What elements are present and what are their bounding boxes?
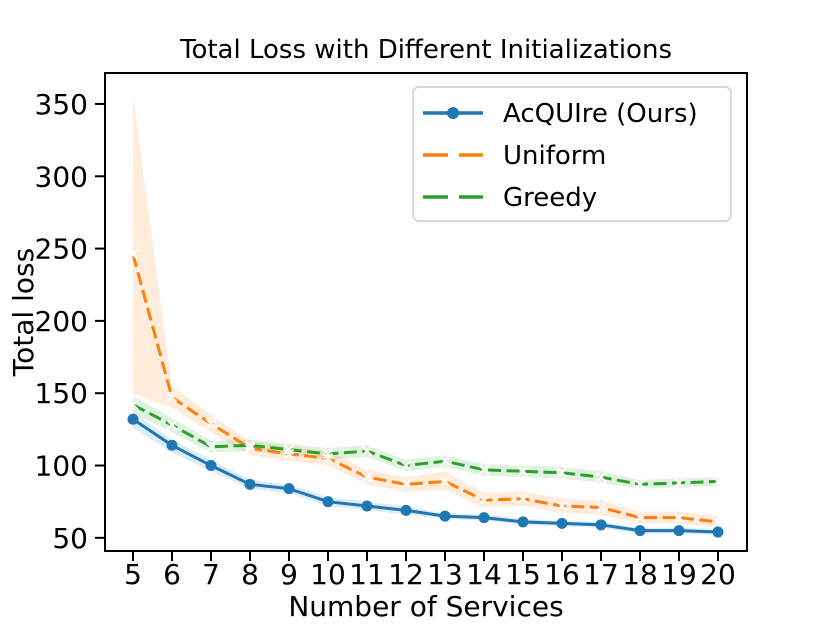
legend: AcQUIre (Ours) Uniform Greedy [412,86,732,222]
y-axis-label: Total loss [7,248,40,377]
legend-entry-greedy: Greedy [423,183,597,213]
point-marker-greedy [166,419,178,431]
point-marker-acquire-ours [634,525,646,537]
series-line-acquire-ours [132,417,719,534]
point-marker-greedy [205,441,217,453]
point-marker-uniform [517,493,529,505]
y-tick-label: 250 [35,233,88,266]
point-marker-acquire-ours [673,525,685,537]
x-tick-label: 7 [202,558,220,591]
series-line-greedy [132,403,719,486]
point-marker-acquire-ours [712,526,724,538]
chart-title: Total Loss with Different Initialization… [179,35,672,65]
legend-box [412,86,732,222]
point-marker-greedy [556,467,568,479]
point-marker-acquire-ours [205,460,217,472]
point-marker-greedy [673,477,685,489]
x-tick-label: 14 [466,558,502,591]
legend-label: AcQUIre (Ours) [503,99,698,129]
point-marker-greedy [634,479,646,490]
point-marker-acquire-ours [400,504,412,516]
point-marker-uniform [400,479,412,490]
x-tick-label: 17 [583,558,619,591]
x-tick-label: 8 [241,558,259,591]
legend-dot-marker [447,107,459,119]
point-marker-acquire-ours [166,439,178,451]
legend-label: Greedy [503,183,597,213]
point-marker-acquire-ours [283,483,295,495]
legend-label: Uniform [503,141,606,171]
point-marker-acquire-ours [595,519,607,531]
point-marker-uniform [166,392,178,403]
series-markers [127,249,724,538]
point-marker-uniform [673,512,685,523]
point-marker-uniform [205,418,217,429]
legend-entry-acquire: AcQUIre (Ours) [423,99,698,129]
point-marker-uniform [595,502,607,513]
y-tick-label: 350 [35,88,88,121]
point-marker-greedy [127,399,139,411]
point-marker-acquire-ours [556,517,568,529]
x-tick-label: 12 [388,558,424,591]
point-marker-uniform [478,494,490,506]
point-marker-uniform [361,471,373,483]
point-marker-uniform [283,448,295,460]
point-marker-uniform [127,249,139,260]
point-marker-acquire-ours [478,512,490,524]
x-tick-label: 15 [505,558,541,591]
y-tick-label: 50 [52,522,88,555]
point-marker-greedy [712,476,724,487]
y-tick-label: 100 [35,450,88,483]
band-acquire-ours [133,412,718,535]
point-marker-greedy [322,448,334,460]
x-tick-label: 10 [310,558,346,591]
x-tick-label: 5 [124,558,142,591]
point-marker-acquire-ours [244,478,256,490]
point-marker-acquire-ours [361,500,373,512]
x-tick-label: 16 [544,558,580,591]
point-marker-acquire-ours [517,516,529,528]
confidence-bands [133,95,718,535]
x-tick-label: 13 [427,558,463,591]
series-line-uniform [131,253,719,524]
point-marker-greedy [244,439,256,451]
series-lines [131,253,719,534]
point-marker-uniform [439,476,451,487]
point-marker-greedy [283,444,295,455]
point-marker-greedy [478,464,490,476]
x-tick-label: 11 [349,558,385,591]
point-marker-acquire-ours [127,413,139,425]
point-marker-greedy [439,455,451,467]
legend-entry-uniform: Uniform [423,141,606,171]
point-marker-uniform [322,453,334,464]
y-tick-label: 300 [35,160,88,193]
x-tick-label: 19 [661,558,697,591]
x-tick-label: 18 [622,558,658,591]
point-marker-acquire-ours [322,496,334,508]
point-marker-greedy [517,466,529,477]
x-tick-label: 6 [163,558,181,591]
band-greedy [133,396,718,489]
plot-border [104,72,748,552]
x-axis-label: Number of Services [288,590,563,623]
y-tick-label: 200 [35,305,88,338]
point-marker-greedy [361,445,373,457]
point-marker-uniform [712,516,724,528]
x-tick-label: 20 [700,558,736,591]
y-tick-label: 150 [35,377,88,410]
point-marker-greedy [400,460,412,471]
point-marker-uniform [244,442,256,454]
point-marker-acquire-ours [439,510,451,522]
point-marker-uniform [556,500,568,512]
point-marker-greedy [595,471,607,483]
x-tick-label: 9 [280,558,298,591]
point-marker-uniform [634,512,646,523]
